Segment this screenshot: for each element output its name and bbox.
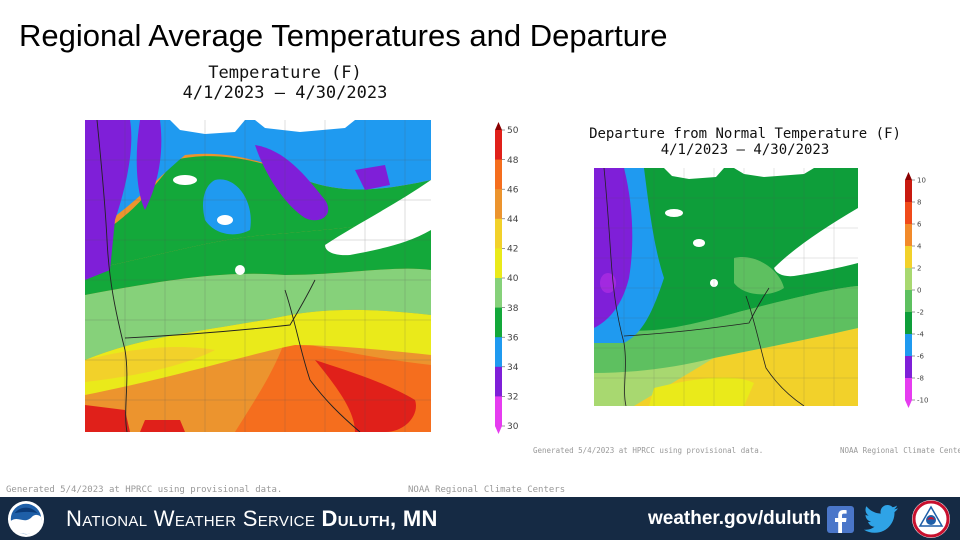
temperature-legend-tick-label: 44 — [507, 215, 519, 225]
office-location: Duluth, MN — [321, 506, 438, 531]
temperature-legend-tick-label: 38 — [507, 304, 519, 314]
temperature-legend-swatch — [495, 278, 502, 309]
temperature-legend: 50 48 46 44 42 40 38 36 34 32 30 — [490, 122, 530, 434]
temperature-map-title: Temperature (F) 4/1/2023 – 4/30/2023 — [150, 63, 420, 103]
temperature-legend-tick-label: 36 — [507, 333, 519, 343]
departure-legend-swatch — [905, 356, 912, 379]
departure-legend-swatch — [905, 268, 912, 291]
departure-generated-note: Generated 5/4/2023 at HPRCC using provis… — [533, 446, 764, 455]
departure-legend-tick-label: 10 — [917, 176, 926, 184]
departure-legend-swatch — [905, 334, 912, 357]
departure-legend-tick-label: 2 — [917, 264, 921, 272]
temperature-map-title-line2: 4/1/2023 – 4/30/2023 — [182, 82, 388, 103]
temperature-map-title-line1: Temperature (F) — [208, 63, 362, 83]
temperature-generated-note: Generated 5/4/2023 at HPRCC using provis… — [6, 485, 283, 495]
office-name: National Weather Service Duluth, MN — [66, 506, 438, 532]
temperature-legend-tick-label: 50 — [507, 126, 519, 136]
departure-legend-tick-label: -8 — [917, 374, 924, 382]
temperature-legend-tick-label: 46 — [507, 185, 519, 195]
departure-legend-swatch — [905, 180, 912, 203]
departure-legend-tick-label: 8 — [917, 198, 921, 206]
departure-map-title-line1: Departure from Normal Temperature (F) — [589, 126, 901, 142]
noaa-logo[interactable] — [7, 500, 45, 538]
departure-legend-swatch — [905, 312, 912, 335]
temperature-legend-tick-label: 40 — [507, 274, 519, 284]
departure-map-title-line2: 4/1/2023 – 4/30/2023 — [660, 142, 830, 159]
website-link[interactable]: weather.gov/duluth — [648, 508, 822, 529]
temperature-legend-tick-label: 32 — [507, 393, 518, 403]
footer-bar: National Weather Service Duluth, MN weat… — [0, 497, 960, 540]
office-prefix: National Weather Service — [66, 506, 316, 531]
temperature-legend-cap-top — [495, 122, 502, 130]
departure-legend-tick-label: -2 — [917, 308, 924, 316]
temperature-legend-tick-label: 34 — [507, 363, 519, 373]
departure-map — [594, 168, 858, 406]
nws-logo[interactable] — [911, 499, 951, 539]
page-title: Regional Average Temperatures and Depart… — [19, 18, 668, 53]
temperature-legend-swatch — [495, 189, 502, 220]
departure-legend-tick-label: -4 — [917, 330, 925, 338]
departure-legend-swatch — [905, 378, 912, 401]
temperature-legend-swatch — [495, 159, 502, 190]
facebook-icon[interactable] — [827, 506, 854, 533]
departure-legend-tick-label: 6 — [917, 220, 922, 228]
departure-legend-swatch — [905, 246, 912, 269]
temperature-legend-tick-label: 48 — [507, 156, 519, 166]
temperature-legend-swatch — [495, 248, 502, 279]
temperature-credit: NOAA Regional Climate Centers — [408, 485, 566, 495]
departure-legend-swatch — [905, 290, 912, 313]
temperature-legend-swatch — [495, 366, 502, 397]
departure-legend: 10 8 6 4 2 0 -2 -4 -6 -8 -10 — [900, 172, 940, 408]
twitter-icon[interactable] — [864, 505, 898, 533]
departure-legend-swatch — [905, 224, 912, 247]
departure-legend-cap-bottom — [905, 400, 912, 408]
departure-legend-cap-top — [905, 172, 912, 180]
temperature-legend-swatch — [495, 337, 502, 368]
temperature-legend-tick-label: 42 — [507, 245, 518, 255]
temperature-legend-cap-bottom — [495, 426, 502, 434]
departure-legend-tick-label: -10 — [917, 396, 928, 404]
departure-legend-tick-label: -6 — [917, 352, 925, 360]
departure-legend-tick-label: 4 — [917, 242, 922, 250]
temperature-map — [85, 120, 431, 432]
departure-legend-tick-label: 0 — [917, 286, 921, 294]
temperature-legend-swatch — [495, 130, 502, 161]
departure-credit: NOAA Regional Climate Centers — [840, 446, 960, 455]
temperature-legend-swatch — [495, 396, 502, 427]
temperature-legend-swatch — [495, 307, 502, 338]
departure-legend-swatch — [905, 202, 912, 225]
temperature-legend-tick-label: 30 — [507, 422, 519, 432]
temperature-legend-swatch — [495, 218, 502, 249]
departure-map-title: Departure from Normal Temperature (F) 4/… — [585, 126, 905, 158]
